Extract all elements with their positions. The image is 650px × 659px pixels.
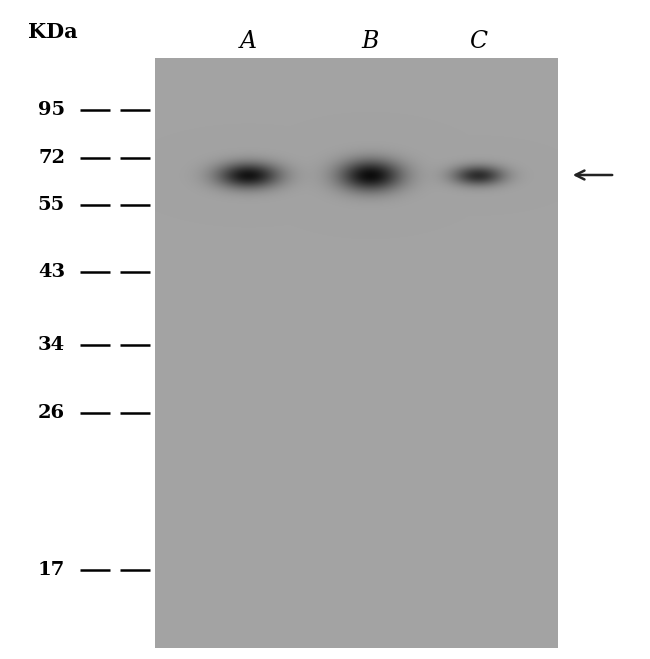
Text: A: A <box>239 30 257 53</box>
Text: 34: 34 <box>38 336 65 354</box>
Text: 95: 95 <box>38 101 65 119</box>
Text: KDa: KDa <box>28 22 77 42</box>
Text: C: C <box>469 30 487 53</box>
Text: 55: 55 <box>38 196 65 214</box>
Bar <box>155 58 558 648</box>
Text: 26: 26 <box>38 404 65 422</box>
Text: B: B <box>361 30 379 53</box>
Text: 17: 17 <box>38 561 65 579</box>
Text: 43: 43 <box>38 263 65 281</box>
Text: 72: 72 <box>38 149 65 167</box>
